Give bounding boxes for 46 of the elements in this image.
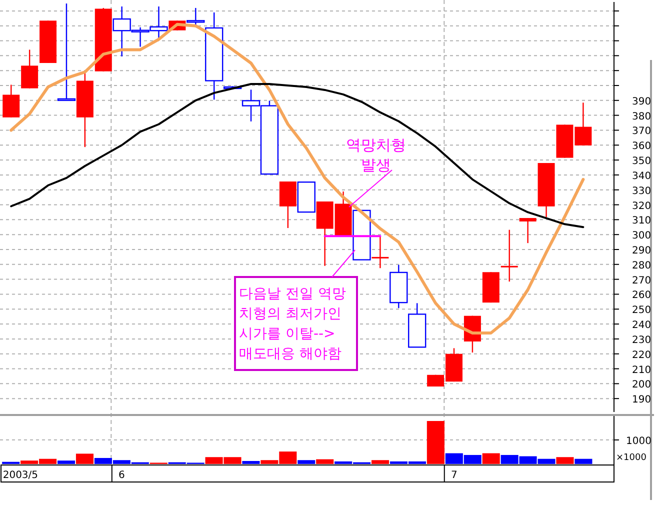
candlestick: [21, 49, 38, 89]
y-tick-label: 220: [632, 350, 652, 361]
y-tick-label: 340: [632, 170, 652, 182]
y-tick-label: 300: [632, 230, 652, 242]
bar: [371, 460, 390, 464]
y-tick-label: 320: [632, 200, 652, 212]
candlestick: [500, 229, 518, 282]
y-tick-label: 290: [632, 245, 652, 256]
y-tick-label: 390: [632, 96, 652, 108]
candlestick: [2, 84, 20, 118]
bar: [76, 454, 94, 464]
bar: [482, 453, 500, 464]
y-tick-label: 260: [632, 290, 652, 302]
candlestick: [372, 236, 389, 269]
y-tick-label: 280: [632, 260, 652, 272]
bar: [298, 460, 316, 464]
annotation: 역망치형 발생: [346, 136, 406, 174]
candlestick: [57, 2, 76, 102]
bar: [556, 457, 574, 464]
y-tick-label: 230: [632, 334, 652, 346]
y-tick-label: 190: [632, 394, 652, 406]
y-tick-label: 330: [632, 186, 652, 197]
bar: [242, 460, 260, 464]
bar: [316, 459, 334, 464]
candlestick: [519, 217, 536, 244]
bar: [57, 460, 76, 464]
text: 1000: [626, 436, 652, 447]
y-tick-label: 350: [632, 156, 652, 168]
y-tick-label: 370: [632, 126, 652, 138]
x-tick-label: 6: [118, 470, 125, 481]
line-series: [10, 83, 584, 228]
annotation: 다음날 전일 역망 치형의 최저가인 시가를 이탈--> 매도대응 해야함: [239, 286, 346, 362]
bar: [426, 421, 444, 464]
text: ×1000: [616, 453, 647, 463]
y-tick-label: 270: [632, 275, 652, 286]
y-tick-label: 240: [632, 320, 652, 332]
candlestick: [186, 7, 205, 26]
y-tick-label: 250: [632, 305, 652, 316]
y-tick-label: 360: [632, 141, 652, 152]
bar: [574, 458, 592, 464]
y-tick-label: 380: [632, 111, 652, 122]
y-tick-label: 310: [632, 216, 652, 227]
x-tick-label: 7: [450, 470, 458, 481]
y-tick-label: 200: [632, 380, 652, 391]
y-tick-label: 210: [632, 364, 652, 376]
x-tick-label: 2003/5: [2, 470, 38, 481]
